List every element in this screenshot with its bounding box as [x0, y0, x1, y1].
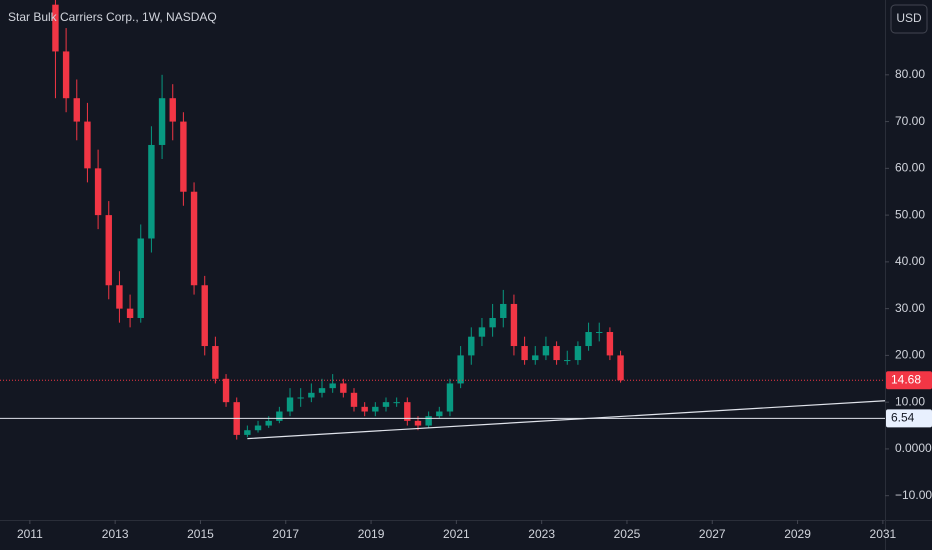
candle-body	[617, 355, 624, 381]
level-label-box	[886, 409, 932, 428]
candle-body	[393, 402, 400, 404]
x-tick-label: 2023	[528, 527, 555, 541]
candle-body	[574, 346, 582, 361]
y-tick-label: 70.00	[895, 114, 925, 128]
candle-body	[542, 346, 550, 356]
candle-body	[564, 360, 571, 362]
candle-body	[201, 285, 208, 347]
candle-body	[105, 215, 112, 286]
candle-body	[468, 336, 475, 356]
x-tick-label: 2017	[272, 527, 299, 541]
y-tick-label: 20.00	[895, 348, 925, 362]
y-tick-label: −10.00	[895, 488, 932, 502]
candle-body	[116, 285, 123, 309]
candle-body	[425, 416, 432, 426]
candle-body	[510, 303, 518, 347]
trendline	[247, 400, 885, 440]
candle-body	[169, 98, 176, 122]
x-tick-label: 2013	[102, 527, 129, 541]
x-tick-label: 2011	[17, 527, 43, 541]
y-tick-label: 0.0000	[895, 441, 932, 455]
candle-body	[62, 51, 70, 99]
axes: −10.00 0.0000 10.00 20.00 30.00 40.00 50.00 60.…	[17, 67, 932, 541]
candle-body	[52, 4, 59, 52]
candle-body	[521, 346, 528, 361]
candle-body	[318, 388, 326, 393]
currency-label[interactable]: USD	[896, 11, 922, 25]
candle-body	[350, 392, 358, 407]
candle-body	[126, 308, 134, 318]
candle-body	[457, 355, 464, 384]
last-price-box	[886, 371, 932, 390]
candle-body	[180, 121, 187, 192]
candle-body	[414, 420, 422, 426]
chart-title: Star Bulk Carriers Corp., 1W, NASDAQ	[8, 10, 217, 24]
candle-body	[489, 317, 496, 328]
candle-body	[137, 238, 144, 318]
candle-body	[329, 383, 336, 389]
plot-area	[0, 0, 885, 440]
x-tick-label: 2029	[784, 527, 811, 541]
candle-body	[596, 332, 603, 334]
y-tick-label: 50.00	[895, 207, 925, 221]
candle-body	[84, 121, 91, 169]
candle-body	[361, 406, 368, 412]
x-tick-label: 2031	[870, 527, 897, 541]
currency-button[interactable]	[890, 4, 928, 34]
x-tick-label: 2025	[614, 527, 641, 541]
candle-body	[297, 397, 304, 399]
candle-body	[404, 402, 411, 421]
candle-body	[553, 346, 560, 361]
candle-body	[446, 383, 454, 412]
y-tick-label: 30.00	[895, 301, 925, 315]
candle-body	[276, 411, 283, 421]
candle-body	[286, 397, 294, 412]
candle-body	[158, 98, 166, 145]
candle-body	[244, 430, 251, 435]
x-tick-label: 2019	[358, 527, 385, 541]
level-label: 6.54	[891, 411, 915, 425]
candle-body	[73, 98, 80, 122]
candle-body	[308, 392, 315, 398]
x-tick-label: 2021	[443, 527, 470, 541]
last-price-label: 14.68	[891, 372, 921, 386]
candle-body	[222, 378, 230, 403]
candle-body	[606, 332, 614, 356]
candle-body	[372, 406, 379, 412]
candle-body	[585, 332, 592, 347]
candle-body	[436, 411, 443, 417]
candle-body	[500, 303, 507, 318]
candle-body	[340, 383, 347, 393]
y-tick-label: 80.00	[895, 67, 925, 81]
candle-body	[148, 144, 155, 239]
candle-body	[265, 420, 272, 426]
candle-body	[254, 425, 262, 431]
candle-body	[382, 402, 390, 407]
candle-body	[190, 191, 198, 286]
candle-body	[532, 355, 539, 361]
candle-body	[478, 327, 486, 337]
y-tick-label: 10.00	[895, 394, 925, 408]
candle-body	[212, 346, 219, 379]
y-tick-label: 40.00	[895, 254, 925, 268]
y-tick-label: 60.00	[895, 161, 925, 175]
x-tick-label: 2015	[187, 527, 214, 541]
candle-body	[94, 168, 102, 216]
x-tick-label: 2027	[699, 527, 726, 541]
